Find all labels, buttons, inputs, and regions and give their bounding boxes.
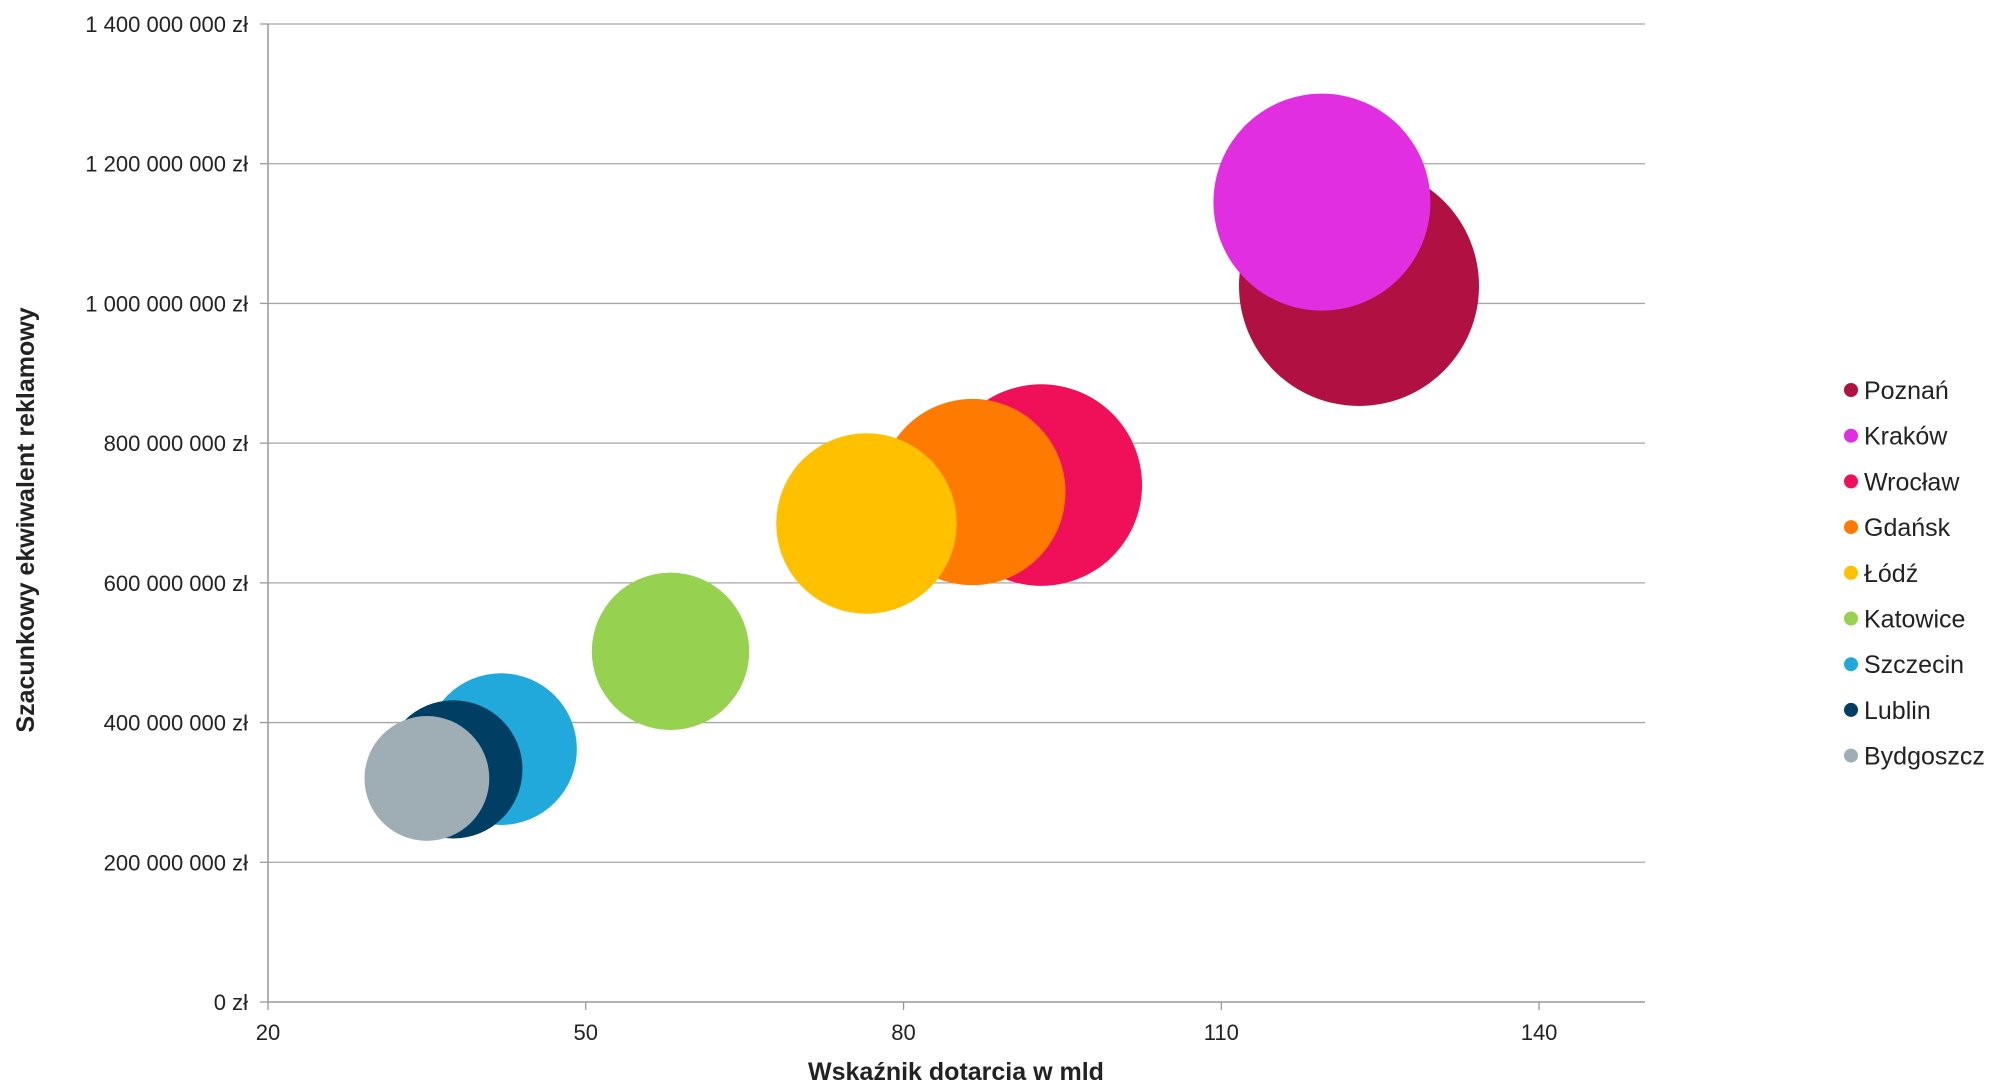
y-tick-label: 1 000 000 000 zł	[85, 291, 248, 316]
legend-marker	[1844, 611, 1858, 626]
y-tick-label: 200 000 000 zł	[104, 850, 248, 875]
legend-label: Bydgoszcz	[1864, 743, 1985, 771]
legend-label: Łódź	[1864, 560, 1918, 588]
y-tick-label: 1 400 000 000 zł	[85, 12, 248, 37]
legend-label: Poznań	[1864, 377, 1949, 405]
bubble-łódź	[776, 433, 957, 614]
legend-label: Katowice	[1864, 606, 1965, 634]
legend: Poznań Kraków Wrocław Gdańsk Łódź Katowice Szc…	[1844, 377, 1985, 771]
y-tick-label: 800 000 000 zł	[104, 431, 248, 456]
y-tick-label: 0 zł	[214, 990, 248, 1015]
x-tick-label: 110	[1204, 1020, 1239, 1045]
legend-marker	[1844, 748, 1858, 763]
legend-marker	[1844, 565, 1858, 580]
y-axis-ticks: 0 zł 200 000 000 zł 400 000 000 zł 600 000 …	[85, 12, 268, 1015]
legend-label: Gdańsk	[1864, 514, 1951, 542]
y-tick-label: 600 000 000 zł	[104, 571, 248, 596]
legend-label: Szczecin	[1864, 651, 1964, 679]
legend-marker	[1844, 657, 1858, 672]
legend-marker	[1844, 520, 1858, 535]
legend-marker	[1844, 428, 1858, 443]
x-axis-ticks: 20 50 80 110 140	[256, 1002, 1558, 1045]
y-axis-title: Szacunkowy ekwiwalent reklamowy	[12, 307, 40, 732]
bubble-bydgoszcz	[364, 716, 490, 841]
bubble-katowice	[591, 572, 750, 731]
y-tick-label: 400 000 000 zł	[104, 711, 248, 736]
legend-label: Kraków	[1864, 423, 1948, 451]
x-tick-label: 20	[256, 1020, 280, 1045]
y-tick-label: 1 200 000 000 zł	[85, 152, 248, 177]
legend-label: Lublin	[1864, 697, 1931, 725]
legend-marker	[1844, 383, 1858, 397]
bubble-kraków	[1213, 93, 1431, 311]
bubbles	[364, 93, 1480, 841]
x-tick-label: 50	[574, 1020, 598, 1045]
legend-label: Wrocław	[1864, 468, 1960, 496]
x-axis-title: Wskaźnik dotarcia w mld	[808, 1058, 1104, 1081]
legend-marker	[1844, 702, 1858, 717]
legend-marker	[1844, 474, 1858, 489]
x-tick-label: 80	[891, 1020, 915, 1045]
x-tick-label: 140	[1521, 1020, 1558, 1045]
